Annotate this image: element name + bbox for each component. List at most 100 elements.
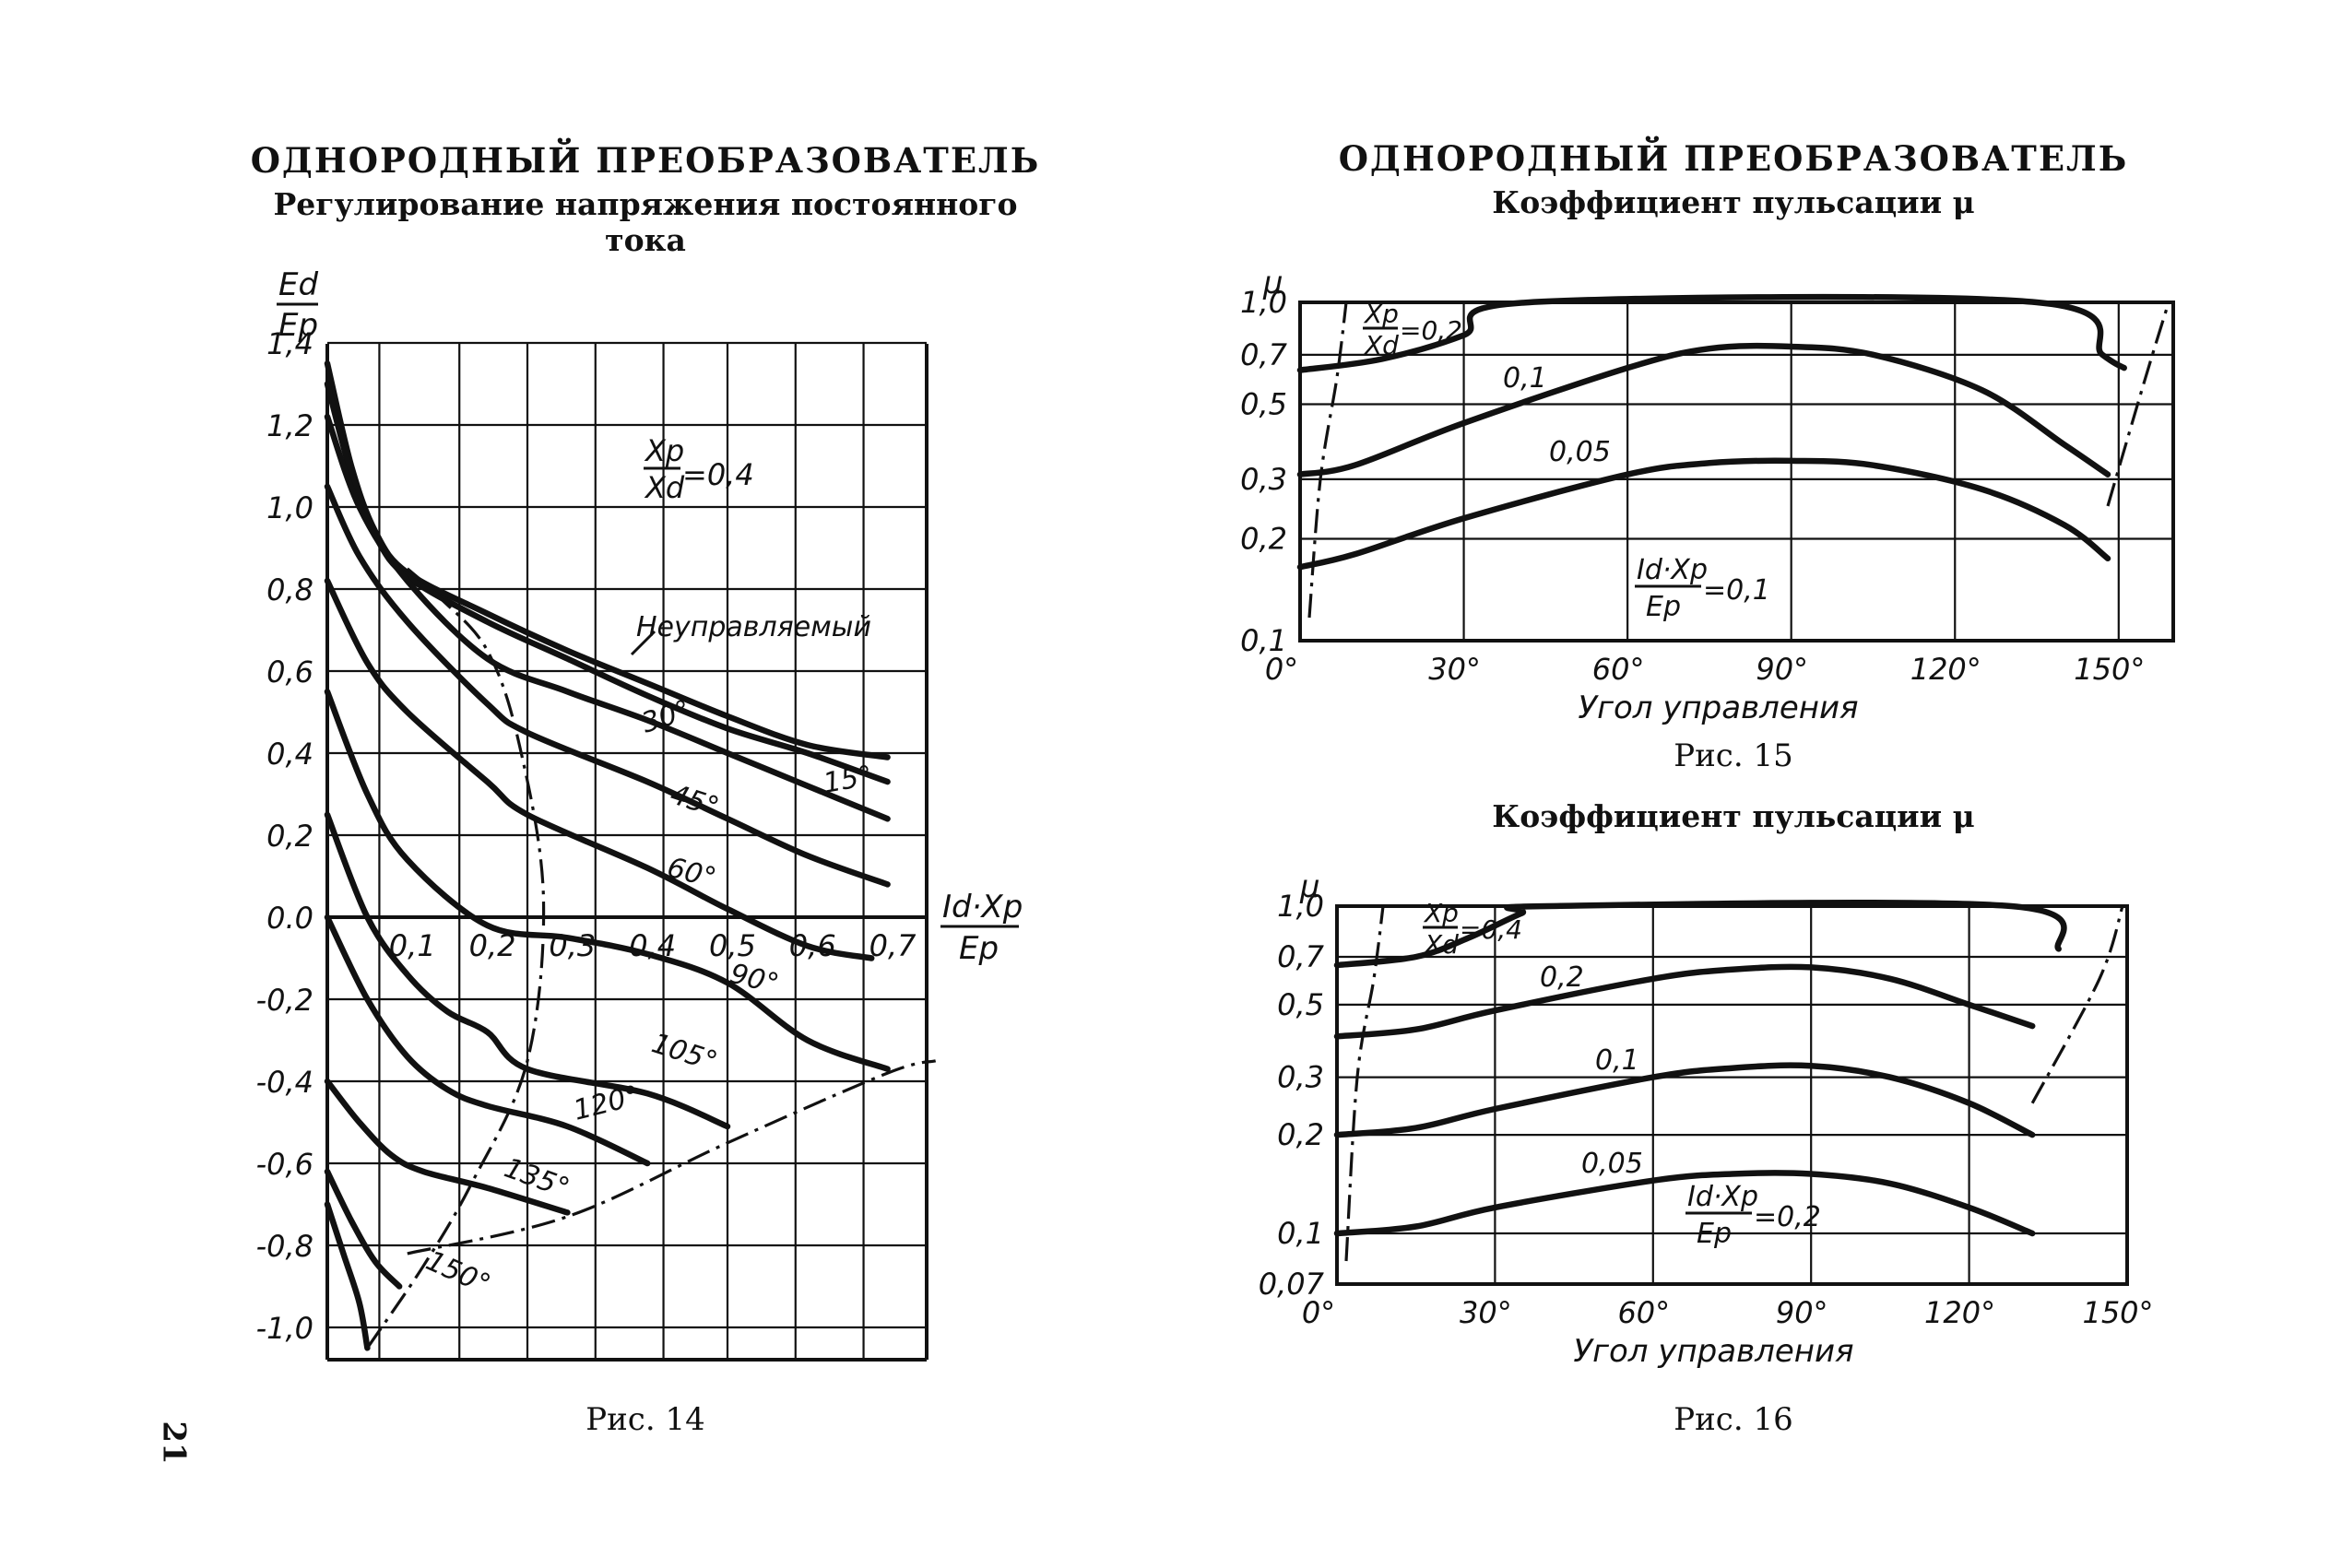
param-value: =0,4: [1460, 914, 1522, 945]
curve-label-2: 0,1: [1595, 1044, 1639, 1077]
x-tick-label: 120°: [1924, 1295, 1995, 1330]
left-dash: [1307, 301, 1348, 619]
left-subtitle: Регулирование напряжения постоянного ток…: [273, 186, 1018, 258]
x-tick-label: 0,5: [709, 928, 756, 963]
param-den: Xd: [1423, 929, 1459, 960]
curve-8: [324, 1078, 571, 1216]
x-tick-label: 120°: [1910, 652, 1981, 687]
x-tick-label: 60°: [1592, 652, 1645, 687]
y-label: μ: [1262, 265, 1283, 301]
right-title: ОДНОРОДНЫЙ ПРЕОБРАЗОВАТЕЛЬ: [1338, 138, 2129, 179]
x-label: Угол управления: [1578, 690, 1858, 726]
x-label-den: Ep: [959, 930, 999, 967]
curve-3: [1333, 1170, 2036, 1237]
curve-9: [324, 1168, 403, 1290]
param-value: =0,4: [682, 457, 754, 492]
curve-3: [324, 483, 891, 888]
right-subtitle-16: Коэффициент пульсации μ: [1492, 798, 1975, 834]
curve-0: [1296, 293, 2127, 373]
x-label-num: Id·Xp: [942, 889, 1023, 925]
y-tick-label: 0,2: [266, 819, 313, 854]
y-tick-label: 1,0: [1277, 889, 1324, 924]
left-dash: [1344, 905, 1385, 1262]
y-tick-label: 0,5: [1277, 987, 1324, 1022]
right-dash: [2030, 905, 2124, 1104]
y-tick-label: 0,2: [1240, 522, 1287, 557]
note-num: Id·Xp: [1687, 1181, 1758, 1213]
curve-label-1: 0,1: [1503, 362, 1547, 395]
param-den: Xd: [1363, 330, 1399, 360]
y-tick-label: 0,6: [266, 654, 313, 690]
curve-label-0: Неуправляемый: [636, 611, 871, 643]
y-tick-label: 1,4: [266, 326, 313, 361]
curve-10: [324, 1201, 371, 1351]
curve-7: [324, 914, 651, 1167]
caption-fig15: Рис. 15: [1674, 737, 1793, 774]
y-tick-label: 0,07: [1259, 1267, 1325, 1302]
caption-fig16: Рис. 16: [1674, 1401, 1793, 1438]
y-tick-label: -0,8: [256, 1229, 313, 1264]
y-tick-label: -0,2: [256, 983, 313, 1018]
y-tick-label: 0,2: [1277, 1117, 1324, 1152]
y-tick-label: 0,7: [1277, 939, 1325, 974]
boundary-dash: [366, 567, 546, 1350]
y-label-den: Ep: [278, 307, 318, 344]
x-tick-label: 90°: [1776, 1295, 1828, 1330]
y-tick-label: 0,1: [1277, 1216, 1324, 1251]
curve-5: [324, 689, 891, 1072]
note-num: Id·Xp: [1637, 554, 1708, 586]
curve-4: [324, 577, 875, 961]
param-den: Xd: [644, 470, 685, 505]
y-tick-label: 0,7: [1240, 337, 1288, 372]
param-num: Xp: [644, 433, 684, 468]
y-tick-label: -0,4: [256, 1065, 313, 1100]
curve-2: [324, 413, 891, 822]
left-title: ОДНОРОДНЫЙ ПРЕОБРАЗОВАТЕЛЬ: [250, 140, 1041, 181]
y-tick-label: 0,4: [266, 737, 313, 772]
curve-1: [324, 381, 891, 785]
param-num: Xp: [1363, 299, 1399, 329]
x-tick-label: 90°: [1756, 652, 1808, 687]
x-tick-label: 0°: [1302, 1295, 1335, 1330]
note-den: Ep: [1697, 1218, 1732, 1250]
curve-label-2: 0,05: [1549, 436, 1611, 468]
curve-1: [1333, 963, 2036, 1040]
plot-frame: [1335, 904, 2129, 1286]
y-tick-label: 0,3: [1277, 1060, 1324, 1095]
x-tick-label: 30°: [1460, 1295, 1512, 1330]
y-label: μ: [1299, 868, 1320, 905]
note-value: =0,2: [1754, 1201, 1821, 1233]
curve-1: [1296, 342, 2111, 477]
curve-2: [1296, 457, 2111, 571]
y-tick-label: -1,0: [256, 1311, 313, 1346]
caption-fig14: Рис. 14: [585, 1401, 705, 1438]
right-dash: [2106, 301, 2170, 507]
x-tick-label: 30°: [1428, 652, 1481, 687]
curve-0: [1333, 900, 2067, 969]
y-tick-label: 0,1: [1240, 623, 1287, 658]
y-tick-label: 1,2: [266, 408, 313, 443]
y-tick-label: 0,3: [1240, 462, 1287, 497]
y-tick-label: 0,5: [1240, 386, 1287, 421]
x-tick-label: 0,7: [869, 928, 917, 963]
x-tick-label: 150°: [2082, 1295, 2153, 1330]
param-num: Xp: [1423, 898, 1459, 928]
limit-dash: [407, 1059, 937, 1256]
curve-label-3: 0,05: [1581, 1148, 1643, 1180]
y-tick-label: 1,0: [1240, 285, 1287, 320]
param-value: =0,2: [1400, 315, 1462, 346]
x-tick-label: 0°: [1265, 652, 1298, 687]
y-tick-label: 1,0: [266, 490, 313, 525]
x-tick-label: 60°: [1617, 1295, 1670, 1330]
y-tick-label: -0,6: [256, 1147, 313, 1182]
note-den: Ep: [1646, 591, 1681, 623]
curve-6: [324, 811, 731, 1130]
x-tick-label: 150°: [2074, 652, 2145, 687]
curve-2: [1333, 1062, 2036, 1138]
x-label: Угол управления: [1573, 1333, 1853, 1370]
y-tick-label: 0.0: [266, 901, 313, 936]
page-number: 21: [155, 1421, 193, 1465]
